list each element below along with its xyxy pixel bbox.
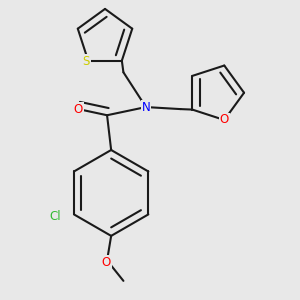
Text: S: S <box>82 56 90 68</box>
Text: O: O <box>220 113 229 127</box>
Text: O: O <box>102 256 111 269</box>
Text: N: N <box>142 100 150 114</box>
Text: O: O <box>74 103 83 116</box>
Text: Cl: Cl <box>49 210 61 223</box>
